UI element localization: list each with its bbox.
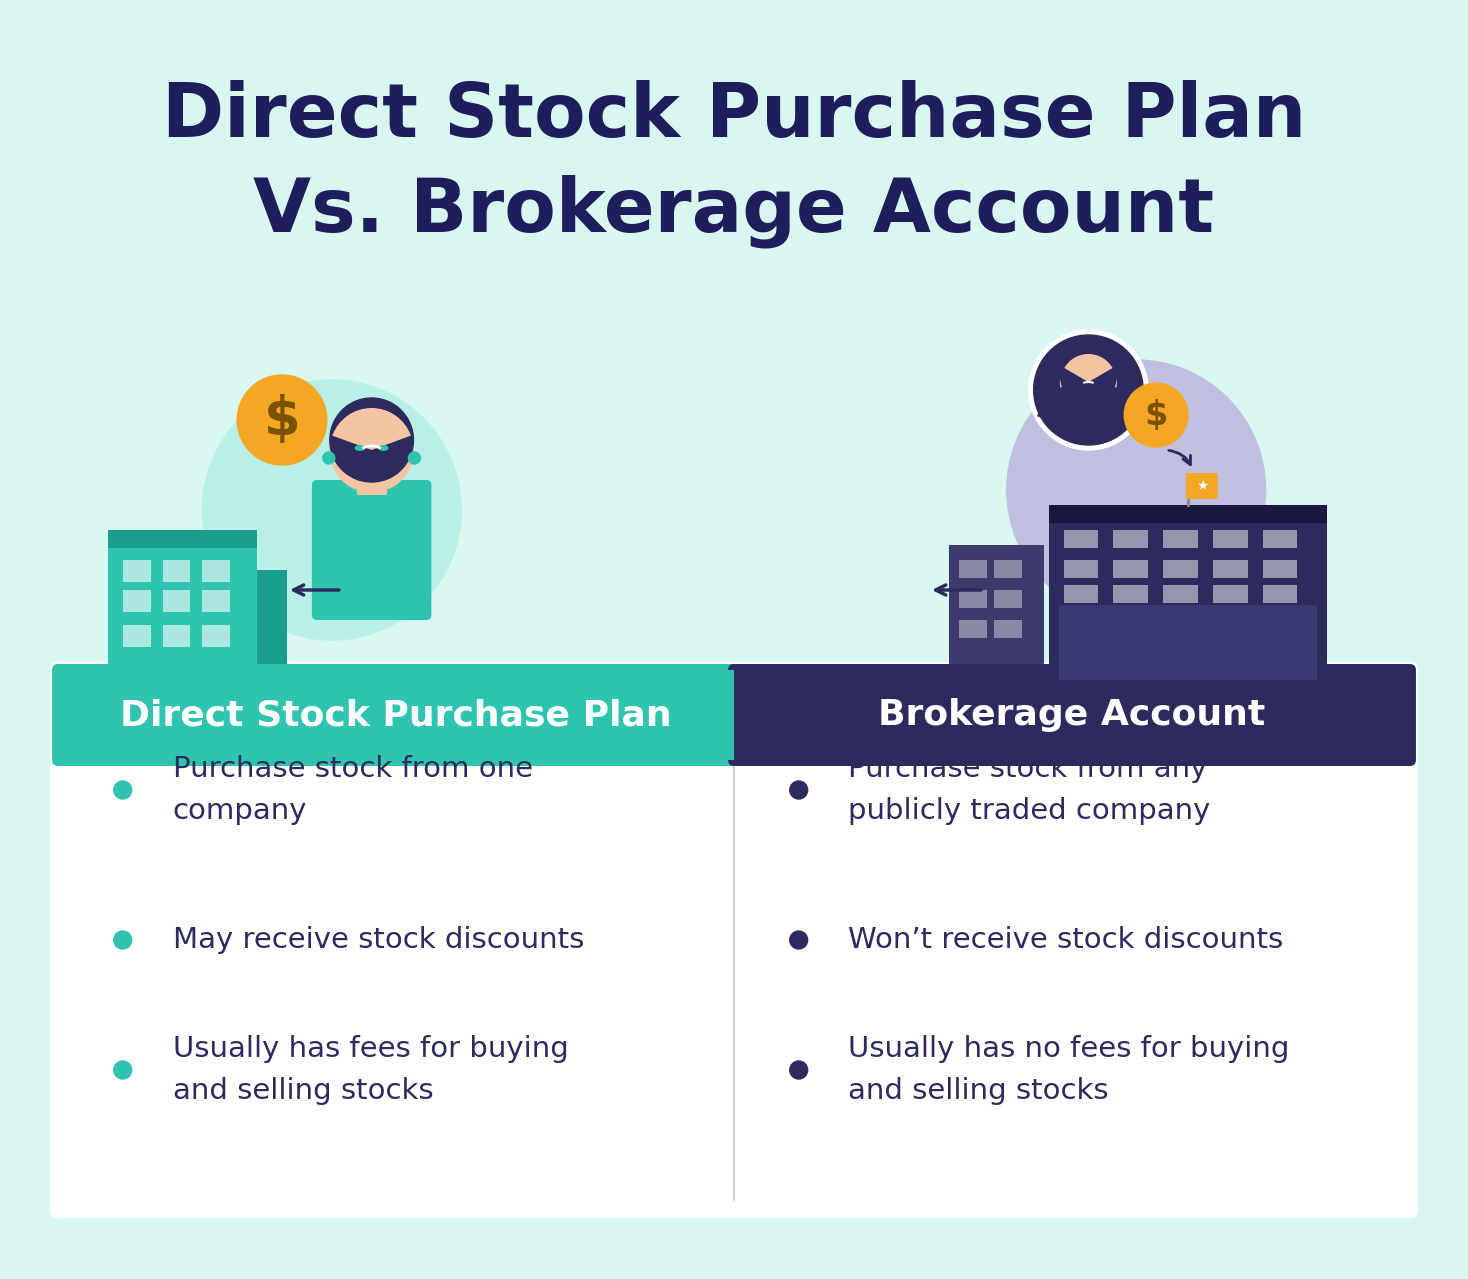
Bar — [1063, 585, 1098, 602]
Circle shape — [1060, 348, 1116, 404]
Circle shape — [1033, 335, 1144, 445]
Bar — [948, 545, 1044, 680]
Text: Purchase stock from one
company: Purchase stock from one company — [173, 756, 533, 825]
Bar — [959, 620, 986, 638]
Circle shape — [115, 781, 132, 799]
Text: Vs. Brokerage Account: Vs. Brokerage Account — [254, 175, 1214, 248]
Bar — [1113, 560, 1148, 578]
Circle shape — [1124, 382, 1188, 446]
Text: Purchase stock from any
publicly traded company: Purchase stock from any publicly traded … — [849, 756, 1211, 825]
Wedge shape — [332, 408, 411, 450]
Bar — [59, 741, 734, 760]
Text: Usually has no fees for buying
and selling stocks: Usually has no fees for buying and selli… — [849, 1036, 1290, 1105]
Bar — [1262, 530, 1298, 547]
Bar — [123, 560, 151, 582]
Bar — [1213, 530, 1248, 547]
Bar — [994, 620, 1022, 638]
Bar — [994, 560, 1022, 578]
Circle shape — [323, 451, 335, 464]
Circle shape — [1029, 330, 1148, 450]
Bar — [1048, 505, 1327, 680]
Bar — [1163, 585, 1198, 602]
Bar — [107, 530, 257, 675]
Bar — [203, 560, 230, 582]
Circle shape — [238, 375, 327, 466]
FancyBboxPatch shape — [311, 480, 432, 620]
Bar — [163, 625, 191, 647]
Circle shape — [115, 931, 132, 949]
Bar — [1213, 560, 1248, 578]
FancyBboxPatch shape — [728, 664, 1417, 766]
Circle shape — [790, 931, 807, 949]
Bar — [1113, 585, 1148, 602]
Bar — [734, 741, 1409, 760]
Bar — [734, 670, 755, 760]
Bar — [1063, 530, 1098, 547]
Text: Direct Stock Purchase Plan: Direct Stock Purchase Plan — [161, 81, 1307, 153]
Bar — [123, 625, 151, 647]
Wedge shape — [1036, 380, 1139, 435]
Text: Usually has fees for buying
and selling stocks: Usually has fees for buying and selling … — [173, 1036, 568, 1105]
Bar — [1163, 560, 1198, 578]
Text: Won’t receive stock discounts: Won’t receive stock discounts — [849, 926, 1283, 954]
Text: Direct Stock Purchase Plan: Direct Stock Purchase Plan — [120, 698, 672, 732]
Text: $: $ — [1145, 399, 1167, 431]
Bar — [1213, 585, 1248, 602]
Circle shape — [330, 408, 414, 492]
Ellipse shape — [379, 445, 389, 451]
Circle shape — [790, 1062, 807, 1079]
Circle shape — [408, 451, 420, 464]
Bar — [713, 670, 734, 760]
FancyBboxPatch shape — [1186, 473, 1218, 499]
Text: May receive stock discounts: May receive stock discounts — [173, 926, 584, 954]
Bar — [357, 469, 386, 495]
Wedge shape — [1064, 354, 1113, 382]
Bar — [163, 560, 191, 582]
Bar — [1163, 530, 1198, 547]
FancyArrowPatch shape — [1169, 450, 1191, 464]
Bar — [1262, 560, 1298, 578]
Circle shape — [330, 398, 414, 482]
Bar — [994, 590, 1022, 608]
Text: $: $ — [264, 394, 301, 446]
Bar — [1058, 605, 1317, 680]
Circle shape — [1060, 354, 1116, 411]
Bar — [959, 560, 986, 578]
Circle shape — [203, 380, 461, 640]
Text: Brokerage Account: Brokerage Account — [878, 698, 1265, 732]
Ellipse shape — [355, 445, 364, 451]
Bar — [1262, 585, 1298, 602]
Bar — [107, 530, 257, 547]
Circle shape — [1007, 359, 1265, 620]
Bar — [203, 625, 230, 647]
FancyBboxPatch shape — [51, 664, 740, 766]
Bar — [1063, 560, 1098, 578]
Bar — [1048, 505, 1327, 523]
Circle shape — [115, 1062, 132, 1079]
Bar — [123, 590, 151, 611]
Bar — [257, 570, 288, 675]
Circle shape — [790, 781, 807, 799]
Bar — [959, 590, 986, 608]
Bar — [1113, 530, 1148, 547]
Text: ★: ★ — [1195, 480, 1208, 492]
Bar — [203, 590, 230, 611]
FancyBboxPatch shape — [50, 663, 1418, 1218]
Bar — [163, 590, 191, 611]
